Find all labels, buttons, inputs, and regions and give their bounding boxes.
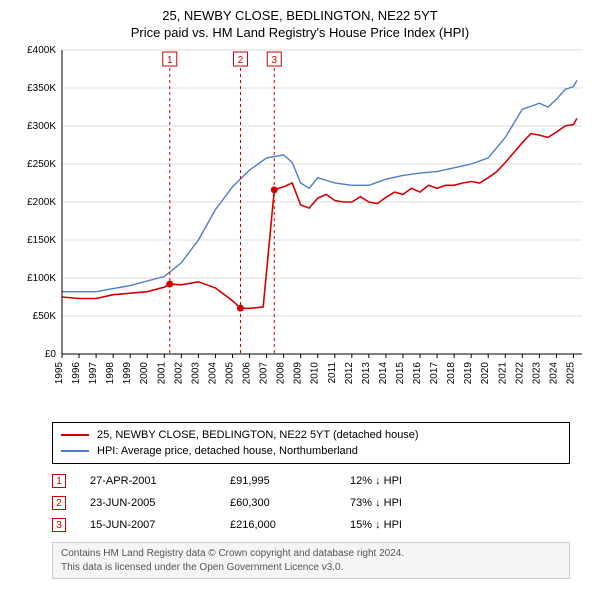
event-price: £91,995	[230, 475, 350, 487]
event-marker-badge: 3	[52, 518, 66, 532]
x-tick-label: 2017	[429, 362, 440, 385]
x-tick-label: 2004	[207, 362, 218, 385]
x-tick-label: 2001	[156, 362, 167, 385]
legend-row: 25, NEWBY CLOSE, BEDLINGTON, NE22 5YT (d…	[61, 427, 561, 443]
legend: 25, NEWBY CLOSE, BEDLINGTON, NE22 5YT (d…	[52, 422, 570, 464]
attribution-line-1: Contains HM Land Registry data © Crown c…	[61, 547, 561, 561]
x-tick-label: 2009	[293, 362, 304, 385]
x-tick-label: 2018	[446, 362, 457, 385]
y-tick-label: £350K	[27, 83, 56, 94]
event-badge-number: 1	[167, 55, 173, 66]
legend-label: HPI: Average price, detached house, Nort…	[97, 445, 358, 457]
x-tick-label: 2024	[548, 362, 559, 385]
x-tick-label: 2008	[276, 362, 287, 385]
event-hpi-delta: 73% ↓ HPI	[350, 497, 402, 509]
chart-title-block: 25, NEWBY CLOSE, BEDLINGTON, NE22 5YT Pr…	[0, 0, 600, 44]
x-tick-label: 2012	[344, 362, 355, 385]
x-tick-label: 2019	[463, 362, 474, 385]
y-tick-label: £400K	[27, 45, 56, 56]
legend-label: 25, NEWBY CLOSE, BEDLINGTON, NE22 5YT (d…	[97, 429, 419, 441]
y-tick-label: £0	[45, 349, 57, 360]
x-tick-label: 2003	[190, 362, 201, 385]
event-price: £216,000	[230, 519, 350, 531]
x-tick-label: 2005	[224, 362, 235, 385]
y-tick-label: £50K	[33, 311, 57, 322]
x-tick-label: 2021	[497, 362, 508, 385]
y-tick-label: £150K	[27, 235, 56, 246]
x-tick-label: 2023	[531, 362, 542, 385]
x-tick-label: 1995	[54, 362, 65, 385]
x-tick-label: 1999	[122, 362, 133, 385]
event-marker-badge: 2	[52, 496, 66, 510]
legend-swatch	[61, 434, 89, 436]
title-address: 25, NEWBY CLOSE, BEDLINGTON, NE22 5YT	[0, 8, 600, 23]
event-point	[271, 186, 278, 193]
x-tick-label: 1997	[88, 362, 99, 385]
x-tick-label: 2006	[242, 362, 253, 385]
price-chart-svg: £0 £50K £100K £150K £200K £250K £300K £350K £400…	[10, 44, 590, 414]
x-tick-label: 2002	[173, 362, 184, 385]
event-row: 3 15-JUN-2007£216,00015% ↓ HPI	[52, 514, 570, 536]
event-badge-number: 2	[238, 55, 244, 66]
event-point	[237, 305, 244, 312]
y-tick-label: £100K	[27, 273, 56, 284]
event-date: 27-APR-2001	[90, 475, 230, 487]
x-tick-label: 2025	[565, 362, 576, 385]
x-tick-label: 1996	[71, 362, 82, 385]
y-tick-label: £300K	[27, 121, 56, 132]
legend-swatch	[61, 450, 89, 452]
chart-area: £0 £50K £100K £150K £200K £250K £300K £350K £400…	[10, 44, 590, 414]
x-tick-label: 1998	[105, 362, 116, 385]
y-tick-label: £200K	[27, 197, 56, 208]
event-price: £60,300	[230, 497, 350, 509]
x-tick-label: 2000	[139, 362, 150, 385]
x-tick-label: 2020	[480, 362, 491, 385]
x-tick-label: 2011	[327, 362, 338, 384]
x-tick-label: 2022	[514, 362, 525, 385]
x-tick-label: 2014	[378, 362, 389, 385]
x-tick-label: 2016	[412, 362, 423, 385]
event-badge-number: 3	[271, 55, 277, 66]
x-tick-label: 2015	[395, 362, 406, 385]
attribution-line-2: This data is licensed under the Open Gov…	[61, 561, 561, 575]
x-tick-label: 2013	[361, 362, 372, 385]
event-date: 15-JUN-2007	[90, 519, 230, 531]
data-attribution: Contains HM Land Registry data © Crown c…	[52, 542, 570, 579]
event-row: 1 27-APR-2001£91,99512% ↓ HPI	[52, 470, 570, 492]
event-hpi-delta: 15% ↓ HPI	[350, 519, 402, 531]
x-tick-label: 2007	[259, 362, 270, 385]
title-subtitle: Price paid vs. HM Land Registry's House …	[0, 25, 600, 40]
events-table: 1 27-APR-2001£91,99512% ↓ HPI 2 23-JUN-2005…	[52, 470, 570, 536]
event-date: 23-JUN-2005	[90, 497, 230, 509]
page-root: 25, NEWBY CLOSE, BEDLINGTON, NE22 5YT Pr…	[0, 0, 600, 579]
y-tick-label: £250K	[27, 159, 56, 170]
legend-row: HPI: Average price, detached house, Nort…	[61, 443, 561, 459]
event-point	[166, 281, 173, 288]
event-row: 2 23-JUN-2005£60,30073% ↓ HPI	[52, 492, 570, 514]
event-hpi-delta: 12% ↓ HPI	[350, 475, 402, 487]
x-tick-label: 2010	[310, 362, 321, 385]
event-marker-badge: 1	[52, 474, 66, 488]
